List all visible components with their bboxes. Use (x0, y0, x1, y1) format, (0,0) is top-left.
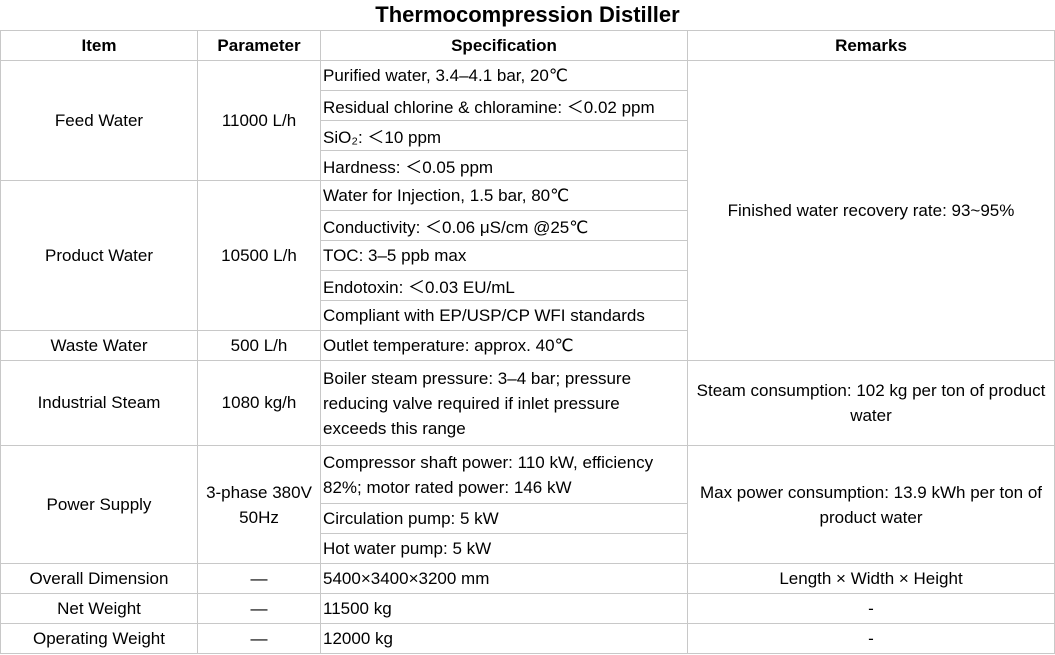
waste-water-spec: Outlet temperature: approx. 40℃ (320, 330, 688, 361)
industrial-steam-spec: Boiler steam pressure: 3–4 bar; pressure… (320, 360, 688, 446)
net-weight-remarks: - (687, 593, 1055, 624)
table-row: Industrial Steam 1080 kg/h Boiler steam … (0, 360, 1055, 446)
power-supply-remarks: Max power consumption: 13.9 kWh per ton … (687, 445, 1055, 564)
feed-water-spec: Purified water, 3.4–4.1 bar, 20℃ (320, 60, 688, 91)
header-item: Item (0, 30, 198, 61)
power-supply-spec: Hot water pump: 5 kW (320, 533, 688, 564)
dimension-remarks: Length × Width × Height (687, 563, 1055, 594)
feed-water-item: Feed Water (0, 60, 198, 181)
table-row: Conductivity: ＜0.06 μS/cm @25℃ (1, 210, 1055, 241)
product-water-spec: Water for Injection, 1.5 bar, 80℃ (320, 180, 688, 211)
dimension-item: Overall Dimension (0, 563, 198, 594)
product-water-item: Product Water (0, 180, 198, 331)
table-row: Feed Water 11000 L/h Purified water, 3.4… (0, 60, 1055, 361)
header-remarks: Remarks (687, 30, 1055, 61)
feed-water-parameter: 11000 L/h (197, 60, 321, 181)
power-supply-spec: Compressor shaft power: 110 kW, efficien… (320, 445, 688, 504)
header-parameter: Parameter (197, 30, 321, 61)
specification-table: Item Parameter Specification Remarks Fee… (0, 30, 1055, 654)
table-row: Compliant with EP/USP/CP WFI standards (1, 300, 1055, 331)
table-row: Operating Weight — 12000 kg - (0, 623, 1055, 654)
power-supply-item: Power Supply (0, 445, 198, 564)
table-row: Overall Dimension — 5400×3400×3200 mm Le… (0, 563, 1055, 594)
product-water-spec: Endotoxin: ＜0.03 EU/mL (320, 270, 688, 301)
table-title: Thermocompression Distiller (375, 2, 680, 27)
header-row: Item Parameter Specification Remarks (0, 30, 1055, 61)
waste-water-item: Waste Water (0, 330, 198, 361)
product-water-spec: TOC: 3–5 ppb max (320, 240, 688, 271)
operating-weight-item: Operating Weight (0, 623, 198, 654)
table-row: Hot water pump: 5 kW (1, 533, 1055, 564)
industrial-steam-parameter: 1080 kg/h (197, 360, 321, 446)
table-row: Residual chlorine & chloramine: ＜0.02 pp… (1, 90, 1055, 121)
table-row: Circulation pump: 5 kW (1, 503, 1055, 534)
operating-weight-parameter: — (197, 623, 321, 654)
power-supply-spec: Circulation pump: 5 kW (320, 503, 688, 534)
feed-water-spec: SiO₂: ＜10 ppm (320, 120, 688, 151)
product-water-spec: Compliant with EP/USP/CP WFI standards (320, 300, 688, 331)
net-weight-parameter: — (197, 593, 321, 624)
waste-water-parameter: 500 L/h (197, 330, 321, 361)
feed-water-spec: Hardness: ＜0.05 ppm (320, 150, 688, 181)
table-row: Power Supply 3-phase 380V 50Hz Compresso… (0, 445, 1055, 564)
industrial-steam-remarks: Steam consumption: 102 kg per ton of pro… (687, 360, 1055, 446)
table-row: Net Weight — 11500 kg - (0, 593, 1055, 624)
dimension-parameter: — (197, 563, 321, 594)
product-water-parameter: 10500 L/h (197, 180, 321, 331)
product-water-spec: Conductivity: ＜0.06 μS/cm @25℃ (320, 210, 688, 241)
feed-water-spec: Residual chlorine & chloramine: ＜0.02 pp… (320, 90, 688, 121)
water-recovery-remarks: Finished water recovery rate: 93~95% (687, 60, 1055, 361)
power-supply-parameter: 3-phase 380V 50Hz (197, 445, 321, 564)
net-weight-item: Net Weight (0, 593, 198, 624)
industrial-steam-item: Industrial Steam (0, 360, 198, 446)
operating-weight-remarks: - (687, 623, 1055, 654)
dimension-spec: 5400×3400×3200 mm (320, 563, 688, 594)
table-row: SiO₂: ＜10 ppm (1, 120, 1055, 151)
table-row: Waste Water 500 L/h Outlet temperature: … (0, 330, 1055, 361)
net-weight-spec: 11500 kg (320, 593, 688, 624)
table-row: Product Water 10500 L/h Water for Inject… (0, 180, 1055, 331)
operating-weight-spec: 12000 kg (320, 623, 688, 654)
table-row: TOC: 3–5 ppb max (1, 240, 1055, 271)
table-row: Endotoxin: ＜0.03 EU/mL (1, 270, 1055, 301)
header-specification: Specification (320, 30, 688, 61)
